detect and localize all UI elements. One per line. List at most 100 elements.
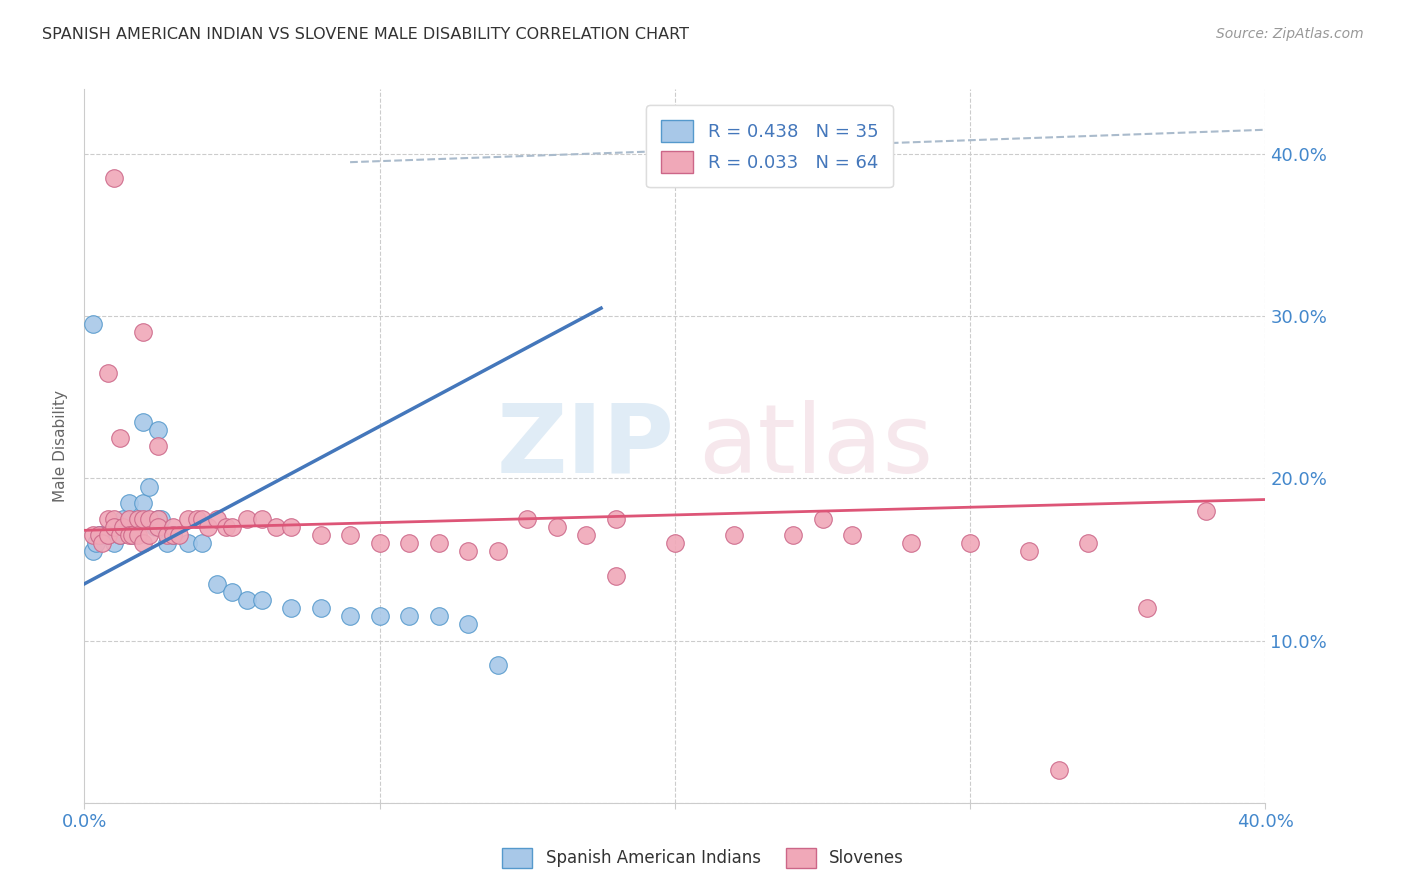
Text: Source: ZipAtlas.com: Source: ZipAtlas.com: [1216, 27, 1364, 41]
Point: [1047, 764, 1070, 778]
Point: [205, 577, 228, 591]
Point: [118, 528, 141, 542]
Point: [1077, 536, 1099, 550]
Point: [398, 536, 420, 550]
Point: [143, 520, 166, 534]
Point: [148, 520, 170, 534]
Point: [108, 528, 131, 542]
Point: [97, 366, 120, 380]
Point: [162, 528, 184, 542]
Point: [959, 536, 981, 550]
Point: [97, 528, 120, 542]
Point: [132, 326, 155, 340]
Point: [103, 520, 125, 534]
Point: [339, 609, 361, 624]
Point: [197, 520, 219, 534]
Point: [723, 528, 745, 542]
Point: [177, 536, 200, 550]
Point: [457, 617, 479, 632]
Point: [250, 512, 273, 526]
Point: [103, 171, 125, 186]
Point: [121, 528, 143, 542]
Point: [132, 415, 155, 429]
Point: [309, 601, 332, 615]
Point: [82, 318, 104, 332]
Point: [457, 544, 479, 558]
Point: [167, 528, 190, 542]
Point: [1018, 544, 1040, 558]
Point: [150, 512, 173, 526]
Point: [236, 512, 259, 526]
Point: [148, 423, 170, 437]
Point: [664, 536, 686, 550]
Point: [191, 512, 214, 526]
Point: [108, 528, 131, 542]
Point: [82, 528, 104, 542]
Point: [221, 585, 243, 599]
Text: SPANISH AMERICAN INDIAN VS SLOVENE MALE DISABILITY CORRELATION CHART: SPANISH AMERICAN INDIAN VS SLOVENE MALE …: [42, 27, 689, 42]
Point: [1136, 601, 1159, 615]
Point: [309, 528, 332, 542]
Point: [89, 528, 111, 542]
Point: [132, 536, 155, 550]
Point: [138, 512, 160, 526]
Point: [427, 536, 450, 550]
Point: [186, 512, 208, 526]
Point: [900, 536, 922, 550]
Point: [156, 536, 179, 550]
Point: [605, 568, 627, 582]
Point: [111, 512, 134, 526]
Point: [162, 528, 184, 542]
Point: [91, 536, 114, 550]
Point: [205, 512, 228, 526]
Point: [236, 593, 259, 607]
Point: [97, 528, 120, 542]
Point: [138, 528, 160, 542]
Point: [97, 512, 120, 526]
Point: [111, 520, 134, 534]
Point: [516, 512, 538, 526]
Point: [121, 528, 143, 542]
Point: [486, 657, 509, 672]
Point: [91, 528, 114, 542]
Point: [82, 544, 104, 558]
Point: [132, 496, 155, 510]
Legend: Spanish American Indians, Slovenes: Spanish American Indians, Slovenes: [495, 841, 911, 875]
Point: [118, 496, 141, 510]
Point: [103, 512, 125, 526]
Text: ZIP: ZIP: [496, 400, 675, 492]
Text: atlas: atlas: [699, 400, 934, 492]
Point: [162, 520, 184, 534]
Point: [127, 512, 149, 526]
Point: [148, 512, 170, 526]
Point: [132, 512, 155, 526]
Point: [118, 512, 141, 526]
Point: [103, 536, 125, 550]
Point: [221, 520, 243, 534]
Point: [156, 528, 179, 542]
Point: [280, 520, 302, 534]
Point: [339, 528, 361, 542]
Point: [368, 536, 391, 550]
Point: [398, 609, 420, 624]
Point: [191, 536, 214, 550]
Point: [605, 512, 627, 526]
Point: [782, 528, 804, 542]
Point: [148, 439, 170, 453]
Point: [84, 536, 107, 550]
Point: [1195, 504, 1218, 518]
Point: [89, 528, 111, 542]
Point: [368, 609, 391, 624]
Point: [546, 520, 568, 534]
Point: [250, 593, 273, 607]
Y-axis label: Male Disability: Male Disability: [53, 390, 69, 502]
Point: [177, 512, 200, 526]
Point: [427, 609, 450, 624]
Point: [127, 528, 149, 542]
Legend: R = 0.438   N = 35, R = 0.033   N = 64: R = 0.438 N = 35, R = 0.033 N = 64: [647, 105, 893, 187]
Point: [127, 512, 149, 526]
Point: [811, 512, 834, 526]
Point: [575, 528, 598, 542]
Point: [280, 601, 302, 615]
Point: [108, 431, 131, 445]
